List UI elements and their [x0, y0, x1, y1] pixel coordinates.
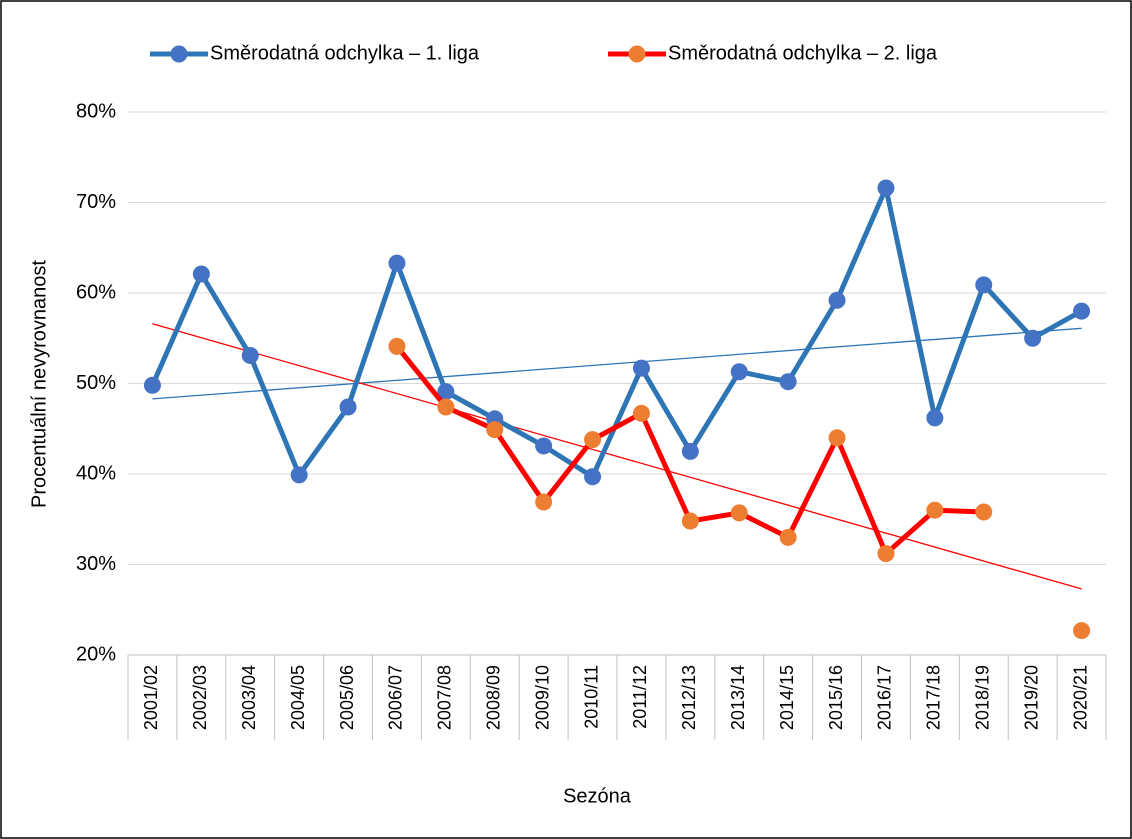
- trendline: [152, 323, 1082, 590]
- x-tick-label: 2016/17: [875, 665, 895, 730]
- point: [339, 398, 357, 416]
- point: [437, 383, 455, 401]
- point: [535, 493, 553, 511]
- point: [1073, 622, 1091, 640]
- point: [388, 254, 406, 272]
- x-tick-label: 2002/03: [190, 665, 210, 730]
- point: [681, 512, 699, 530]
- y-tick-label: 50%: [76, 372, 116, 394]
- point: [143, 376, 161, 394]
- x-tick-label: 2003/04: [239, 665, 259, 730]
- y-tick-label: 40%: [76, 462, 116, 484]
- point: [877, 179, 895, 197]
- x-tick-label: 2012/13: [679, 665, 699, 730]
- x-tick-label: 2018/19: [973, 665, 993, 730]
- x-tick-label: 2004/05: [288, 665, 308, 730]
- point: [584, 468, 602, 486]
- point: [290, 466, 308, 484]
- x-tick-label: 2001/02: [141, 665, 161, 730]
- legend-marker: [170, 45, 188, 63]
- point: [877, 545, 895, 563]
- point: [486, 421, 504, 439]
- y-tick-label: 60%: [76, 281, 116, 303]
- point: [584, 431, 602, 449]
- x-tick-label: 2011/12: [630, 665, 650, 729]
- point: [779, 528, 797, 546]
- point: [975, 503, 993, 521]
- point: [241, 346, 259, 364]
- x-tick-label: 2010/11: [581, 665, 601, 729]
- y-tick-label: 70%: [76, 191, 116, 213]
- point: [681, 442, 699, 460]
- y-tick-label: 20%: [76, 643, 116, 665]
- point: [535, 437, 553, 455]
- x-tick-label: 2020/21: [1070, 665, 1090, 730]
- point: [388, 337, 406, 355]
- x-tick-label: 2005/06: [337, 665, 357, 730]
- point: [926, 501, 944, 519]
- point: [828, 291, 846, 309]
- x-tick-label: 2008/09: [484, 665, 504, 730]
- point: [730, 363, 748, 381]
- x-tick-label: 2007/08: [435, 665, 455, 730]
- point: [632, 359, 650, 377]
- legend-label: Směrodatná odchylka – 1. liga: [210, 42, 480, 64]
- y-axis-title: Procentuální nevyrovnanost: [28, 260, 50, 508]
- point: [192, 265, 210, 283]
- y-tick-label: 30%: [76, 553, 116, 575]
- point: [1024, 329, 1042, 347]
- point: [975, 276, 993, 294]
- point: [779, 373, 797, 391]
- point: [828, 429, 846, 447]
- x-tick-label: 2009/10: [532, 665, 552, 730]
- point: [730, 504, 748, 522]
- trendline: [152, 327, 1082, 400]
- x-tick-label: 2013/14: [728, 665, 748, 730]
- point: [1073, 302, 1091, 320]
- point: [632, 404, 650, 422]
- x-tick-label: 2019/20: [1021, 665, 1041, 730]
- series-line: [150, 185, 1083, 480]
- x-tick-label: 2015/16: [826, 665, 846, 730]
- x-axis-title: Sezóna: [563, 785, 632, 807]
- x-tick-label: 2006/07: [386, 665, 406, 730]
- x-tick-label: 2017/18: [924, 665, 944, 730]
- x-tick-label: 2014/15: [777, 665, 797, 730]
- point: [437, 398, 455, 416]
- legend-label: Směrodatná odchylka – 2. liga: [668, 42, 938, 64]
- y-tick-label: 80%: [76, 100, 116, 122]
- point: [926, 409, 944, 427]
- legend-marker: [628, 45, 646, 63]
